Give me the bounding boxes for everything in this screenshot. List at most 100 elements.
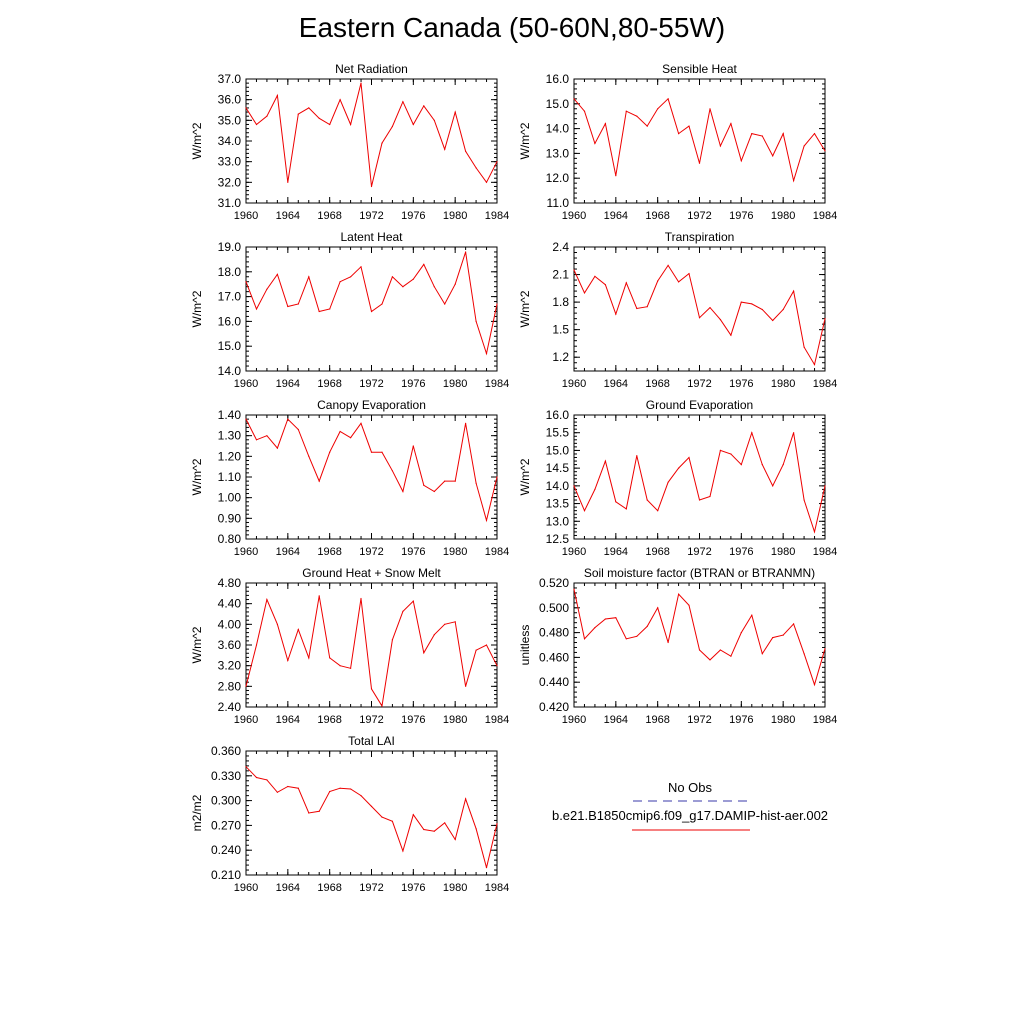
data-point bbox=[465, 251, 467, 253]
data-point bbox=[465, 685, 467, 687]
data-point bbox=[381, 303, 383, 305]
data-point bbox=[444, 822, 446, 824]
data-point bbox=[646, 625, 648, 628]
data-point bbox=[308, 657, 310, 659]
x-tick-label: 1976 bbox=[729, 210, 753, 222]
data-point bbox=[245, 107, 247, 109]
data-point bbox=[688, 456, 690, 459]
data-point bbox=[339, 99, 341, 101]
data-point bbox=[730, 655, 732, 657]
x-tick-label: 1964 bbox=[276, 210, 300, 222]
data-point bbox=[646, 499, 648, 501]
data-point bbox=[329, 657, 331, 659]
x-tick-label: 1960 bbox=[562, 714, 586, 726]
data-point bbox=[496, 476, 498, 478]
x-tick-label: 1960 bbox=[234, 882, 258, 894]
data-point bbox=[475, 320, 477, 322]
chart-panel-5: Canopy Evaporation W/m^2 1960 1964 1968 1972 1… bbox=[190, 398, 509, 558]
x-tick-label: 1984 bbox=[813, 210, 837, 222]
data-point bbox=[583, 292, 586, 294]
data-point bbox=[329, 451, 331, 453]
data-point bbox=[740, 160, 742, 162]
data-point bbox=[444, 623, 446, 625]
data-point bbox=[719, 319, 722, 321]
data-point bbox=[485, 353, 488, 355]
x-tick-label: 1984 bbox=[485, 714, 509, 726]
x-tick-label: 1976 bbox=[401, 210, 425, 222]
plot-frame bbox=[573, 246, 826, 372]
data-point bbox=[402, 850, 404, 852]
data-point bbox=[402, 101, 404, 103]
x-tick-label: 1968 bbox=[317, 378, 341, 390]
panel-title: Transpiration bbox=[665, 230, 735, 244]
data-point bbox=[657, 607, 659, 609]
x-tick-label: 1980 bbox=[443, 714, 467, 726]
data-point bbox=[667, 98, 669, 100]
data-point bbox=[824, 150, 826, 152]
y-tick-label: 0.300 bbox=[211, 794, 241, 808]
y-tick-label: 2.80 bbox=[218, 679, 242, 693]
x-tick-label: 1964 bbox=[604, 546, 628, 558]
y-tick-label: 0.330 bbox=[211, 769, 241, 783]
data-point bbox=[412, 123, 414, 126]
data-point bbox=[793, 180, 795, 182]
y-tick-label: 18.0 bbox=[218, 265, 242, 279]
x-tick-label: 1972 bbox=[687, 210, 711, 222]
data-point bbox=[751, 303, 753, 305]
plot-frame bbox=[245, 750, 498, 876]
data-point bbox=[719, 649, 722, 651]
data-point bbox=[698, 649, 701, 651]
data-point bbox=[245, 766, 247, 768]
data-point bbox=[625, 282, 627, 284]
series-line bbox=[573, 97, 826, 183]
data-point bbox=[475, 167, 477, 169]
series-line bbox=[245, 766, 498, 868]
y-tick-label: 16.0 bbox=[546, 72, 570, 86]
data-point bbox=[485, 181, 488, 183]
data-point bbox=[433, 634, 435, 636]
data-point bbox=[678, 281, 680, 283]
data-point bbox=[782, 133, 784, 135]
y-tick-label: 14.0 bbox=[218, 364, 242, 378]
data-point bbox=[318, 310, 320, 313]
data-point bbox=[454, 111, 456, 113]
x-tick-label: 1976 bbox=[401, 546, 425, 558]
y-tick-label: 0.460 bbox=[539, 650, 569, 664]
x-tick-label: 1964 bbox=[276, 546, 300, 558]
panel-title: Sensible Heat bbox=[662, 62, 737, 76]
data-point bbox=[360, 422, 362, 424]
data-point bbox=[667, 641, 669, 644]
y-tick-label: 13.0 bbox=[546, 514, 570, 528]
data-point bbox=[287, 785, 289, 788]
data-point bbox=[433, 490, 435, 493]
data-point bbox=[667, 264, 669, 266]
data-point bbox=[813, 684, 816, 686]
data-point bbox=[465, 798, 467, 800]
data-point bbox=[793, 432, 795, 434]
data-point bbox=[604, 123, 607, 125]
data-point bbox=[402, 286, 404, 288]
data-point bbox=[308, 276, 310, 278]
data-point bbox=[740, 301, 742, 303]
data-point bbox=[266, 598, 268, 601]
data-point bbox=[667, 481, 669, 483]
y-axis-label: W/m^2 bbox=[190, 626, 204, 663]
data-point bbox=[297, 113, 299, 115]
data-point bbox=[287, 418, 289, 420]
data-point bbox=[391, 125, 393, 128]
data-point bbox=[391, 639, 393, 641]
chart-panel-7: Ground Heat + Snow Melt W/m^2 1960 1964 1968… bbox=[190, 566, 509, 726]
y-tick-label: 0.80 bbox=[218, 532, 242, 546]
data-point bbox=[454, 621, 456, 623]
data-point bbox=[730, 123, 732, 125]
y-axis-label: W/m^2 bbox=[190, 290, 204, 327]
data-point bbox=[709, 307, 711, 309]
data-point bbox=[615, 501, 617, 503]
data-point bbox=[751, 133, 753, 135]
x-tick-label: 1960 bbox=[562, 546, 586, 558]
data-point bbox=[761, 653, 763, 655]
data-point bbox=[308, 812, 310, 814]
data-point bbox=[824, 318, 826, 320]
y-tick-label: 11.0 bbox=[547, 196, 570, 210]
